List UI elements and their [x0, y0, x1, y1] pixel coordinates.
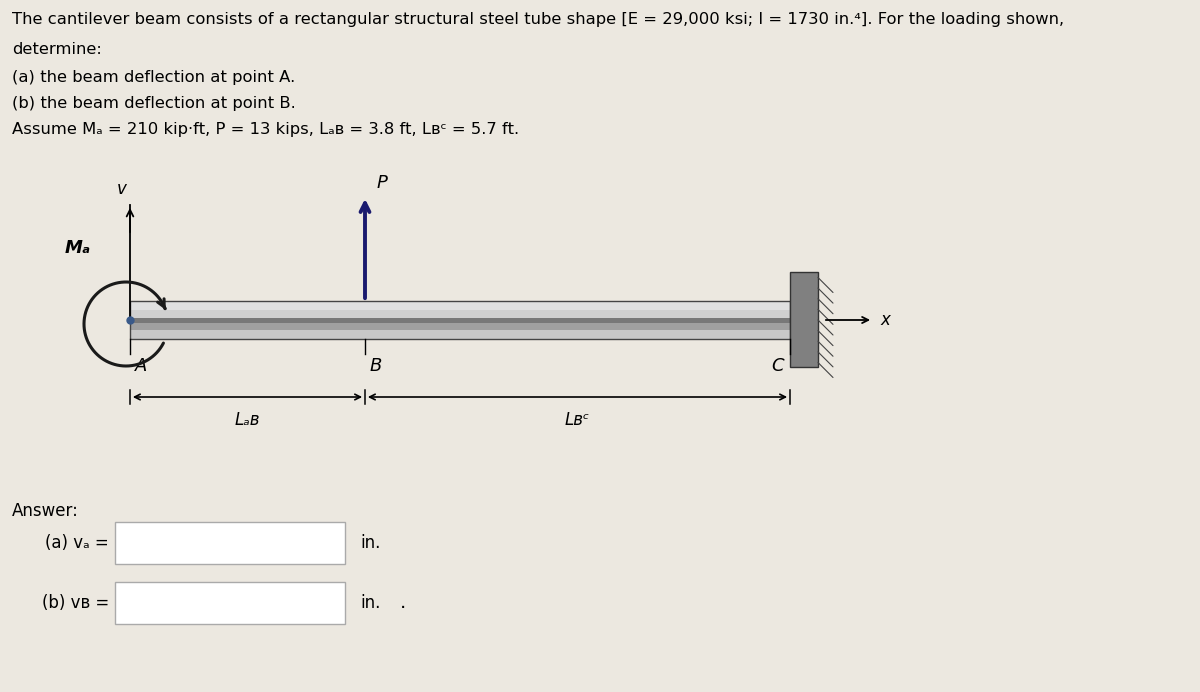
Text: A: A — [134, 357, 148, 375]
Text: Lʙᶜ: Lʙᶜ — [565, 411, 590, 429]
Text: The cantilever beam consists of a rectangular structural steel tube shape [E = 2: The cantilever beam consists of a rectan… — [12, 12, 1064, 27]
Bar — [115, 582, 346, 624]
Text: x: x — [880, 311, 890, 329]
Bar — [130, 301, 790, 339]
Text: (b) the beam deflection at point B.: (b) the beam deflection at point B. — [12, 96, 295, 111]
Text: (a) vₐ =: (a) vₐ = — [46, 534, 109, 552]
Text: (b) vʙ =: (b) vʙ = — [42, 594, 109, 612]
Text: Mₐ: Mₐ — [65, 239, 91, 257]
Text: C: C — [772, 357, 784, 375]
Text: in.: in. — [360, 534, 380, 552]
Text: Lₐʙ: Lₐʙ — [235, 411, 260, 429]
Bar — [130, 323, 790, 331]
Text: B: B — [370, 357, 383, 375]
Text: ·: · — [400, 599, 407, 617]
Text: in.: in. — [360, 594, 380, 612]
Bar — [130, 331, 790, 339]
Bar — [130, 318, 790, 323]
Bar — [115, 522, 346, 564]
Text: determine:: determine: — [12, 42, 102, 57]
Bar — [130, 301, 790, 339]
Text: Assume Mₐ = 210 kip·ft, P = 13 kips, Lₐʙ = 3.8 ft, Lʙᶜ = 5.7 ft.: Assume Mₐ = 210 kip·ft, P = 13 kips, Lₐʙ… — [12, 122, 520, 137]
Text: Answer:: Answer: — [12, 502, 79, 520]
Bar — [130, 301, 790, 309]
Bar — [790, 273, 818, 367]
Text: P: P — [377, 174, 388, 192]
Text: (a) the beam deflection at point A.: (a) the beam deflection at point A. — [12, 70, 295, 85]
Text: v: v — [118, 180, 127, 198]
Bar — [130, 309, 790, 318]
